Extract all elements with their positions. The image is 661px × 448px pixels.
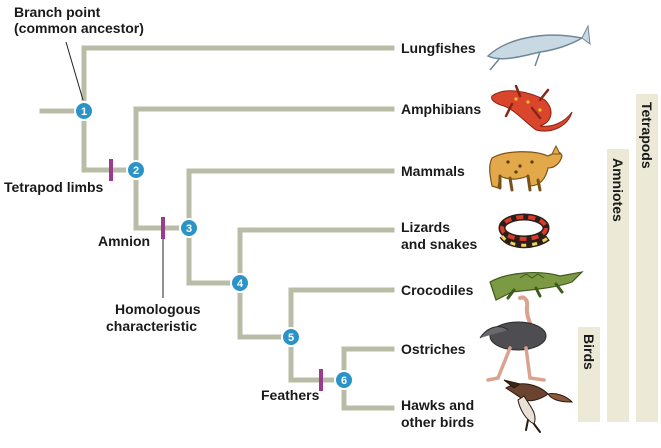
- ostrich-branch: [341, 346, 395, 383]
- tetrapods-group-label: Tetrapods: [639, 102, 655, 169]
- lizard-branch: [237, 227, 395, 286]
- taxon-lungfishes: Lungfishes: [401, 40, 476, 56]
- node4-to-node5: [237, 280, 294, 340]
- ostrich-icon: [479, 295, 547, 382]
- crocodile-branch: [288, 287, 395, 340]
- node-3-number: 3: [186, 223, 192, 235]
- taxon-ostriches: Ostriches: [401, 341, 466, 357]
- branch-point-pointer: [65, 41, 84, 101]
- taxon-mammals: Mammals: [401, 163, 465, 179]
- node3-to-node4: [186, 225, 243, 286]
- birds-group-bar: [578, 327, 600, 422]
- node-4-number: 4: [237, 278, 244, 290]
- salamander-icon: [491, 84, 573, 132]
- branch-point-label: Branch point: [14, 4, 101, 20]
- lungfish-icon: [486, 24, 591, 71]
- node1-to-node2: [81, 108, 139, 173]
- hawk-icon: [503, 379, 574, 433]
- amphibian-branch: [133, 106, 395, 173]
- node5-to-node6: [288, 334, 347, 383]
- node-5-number: 5: [288, 332, 294, 344]
- characteristic-label: characteristic: [106, 318, 197, 334]
- node-6: 6: [334, 370, 354, 390]
- lungfish-branch: [81, 45, 395, 114]
- taxon-lizards: Lizards: [401, 219, 450, 235]
- node-2-number: 2: [133, 165, 139, 177]
- taxon-hawks-and: Hawks and: [401, 397, 474, 413]
- homologous-label: Homologous: [115, 301, 201, 317]
- taxon-and-snakes: and snakes: [401, 236, 477, 252]
- amnion-label: Amnion: [98, 233, 150, 249]
- taxon-amphibians: Amphibians: [401, 101, 481, 117]
- node-3: 3: [179, 218, 199, 238]
- node2-to-node3: [133, 167, 192, 231]
- snake-icon: [498, 213, 550, 249]
- taxon-other-birds: other birds: [401, 414, 474, 430]
- feathers-label: Feathers: [261, 387, 320, 403]
- node-4: 4: [230, 273, 250, 293]
- amniotes-group-bar: [607, 149, 629, 422]
- taxon-crocodiles: Crocodiles: [401, 282, 474, 298]
- node-6-number: 6: [341, 375, 347, 387]
- mammal-branch: [186, 168, 395, 231]
- tetrapods-group-bar: [636, 94, 658, 422]
- tetrapod-limbs-label: Tetrapod limbs: [4, 179, 104, 195]
- crocodile-icon: [489, 271, 584, 301]
- common-ancestor-label: (common ancestor): [14, 20, 144, 36]
- node-2: 2: [126, 160, 146, 180]
- birds-group-label: Birds: [581, 334, 597, 370]
- node-5: 5: [281, 327, 301, 347]
- tree-branches: [39, 45, 395, 411]
- node-1-number: 1: [81, 106, 87, 118]
- amniotes-group-label: Amniotes: [610, 158, 626, 222]
- bobcat-icon: [489, 144, 563, 192]
- node-1: 1: [74, 101, 94, 121]
